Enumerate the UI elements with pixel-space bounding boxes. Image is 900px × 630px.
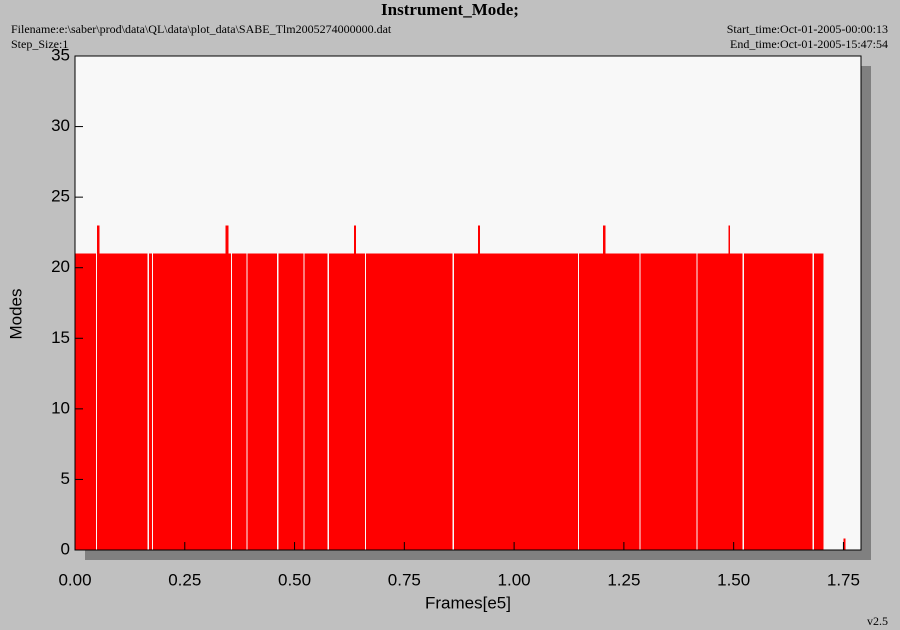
mode-bar: [843, 538, 846, 550]
mode-bar: [225, 225, 229, 550]
y-tick-label: 30: [51, 116, 70, 135]
x-tick-label: 0.00: [58, 570, 91, 589]
x-axis-label: Frames[e5]: [425, 593, 511, 612]
filename: Filename:e:\saber\prod\data\QL\data\plot…: [11, 22, 392, 36]
y-tick-label: 15: [51, 328, 70, 347]
mode-bar: [304, 253, 328, 550]
marks: [75, 225, 846, 550]
version: v2.5: [867, 614, 888, 628]
plot-frame: [74, 55, 862, 551]
mode-bar: [478, 225, 480, 550]
y-axis-label: Modes: [6, 288, 25, 339]
start-time: Start_time:Oct-01-2005-00:00:13: [727, 22, 888, 36]
mode-bar: [228, 253, 231, 550]
mode-bar: [366, 253, 453, 550]
step-size: Step_Size:1: [11, 37, 68, 51]
chart-title: Instrument_Mode;: [381, 0, 519, 19]
mode-bar: [479, 253, 578, 550]
mode-bar: [728, 225, 731, 550]
x-tick-label: 0.50: [278, 570, 311, 589]
mode-bar: [232, 253, 247, 550]
mode-bar: [730, 253, 743, 550]
mode-bar: [579, 253, 604, 550]
mode-bar: [743, 253, 813, 550]
end-time: End_time:Oct-01-2005-15:47:54: [730, 37, 888, 51]
x-tick-label: 1.75: [827, 570, 860, 589]
mode-bar: [278, 253, 304, 550]
x-tick-label: 1.00: [498, 570, 531, 589]
mode-bar: [603, 225, 606, 550]
mode-bar: [697, 253, 729, 550]
mode-bar: [453, 253, 479, 550]
y-tick-label: 0: [61, 539, 70, 558]
mode-bar: [328, 253, 354, 550]
x-tick-label: 0.75: [388, 570, 421, 589]
y-tick-label: 5: [61, 469, 70, 488]
mode-bar: [99, 253, 148, 550]
y-tick-label: 20: [51, 257, 70, 276]
x-tick-label: 1.50: [717, 570, 750, 589]
mode-bar: [814, 253, 824, 550]
y-tick-label: 35: [51, 45, 70, 64]
mode-bar: [247, 253, 277, 550]
y-tick-label: 10: [51, 398, 70, 417]
x-tick-label: 0.25: [168, 570, 201, 589]
mode-bar: [75, 253, 97, 550]
mode-bar: [605, 253, 640, 550]
x-tick-label: 1.25: [607, 570, 640, 589]
mode-bar: [640, 253, 697, 550]
mode-bar: [356, 253, 365, 550]
mode-bar: [96, 225, 100, 550]
mode-bar: [153, 253, 226, 550]
y-tick-label: 25: [51, 187, 70, 206]
mode-bar: [353, 225, 357, 550]
mode-bar: [148, 253, 152, 550]
